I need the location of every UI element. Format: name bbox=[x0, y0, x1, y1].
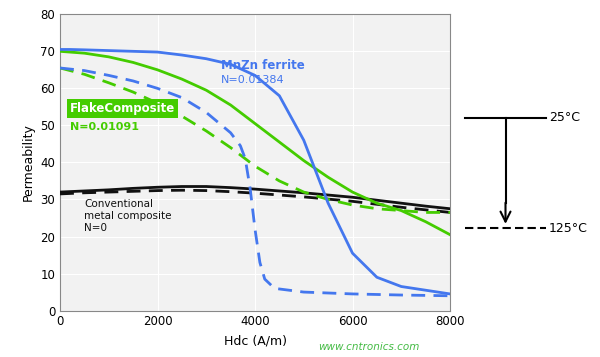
Text: MnZn ferrite: MnZn ferrite bbox=[221, 59, 305, 72]
Text: www.cntronics.com: www.cntronics.com bbox=[318, 342, 419, 352]
Text: N=0.01384: N=0.01384 bbox=[221, 75, 284, 85]
X-axis label: Hdc (A/m): Hdc (A/m) bbox=[223, 334, 287, 347]
Text: N=0.01091: N=0.01091 bbox=[70, 122, 139, 132]
Text: Conventional
metal composite
N=0: Conventional metal composite N=0 bbox=[85, 200, 172, 233]
Text: FlakeComposite: FlakeComposite bbox=[70, 102, 175, 115]
Text: 25°C: 25°C bbox=[549, 111, 580, 124]
Text: 125°C: 125°C bbox=[549, 222, 588, 235]
Y-axis label: Permeability: Permeability bbox=[22, 124, 35, 201]
